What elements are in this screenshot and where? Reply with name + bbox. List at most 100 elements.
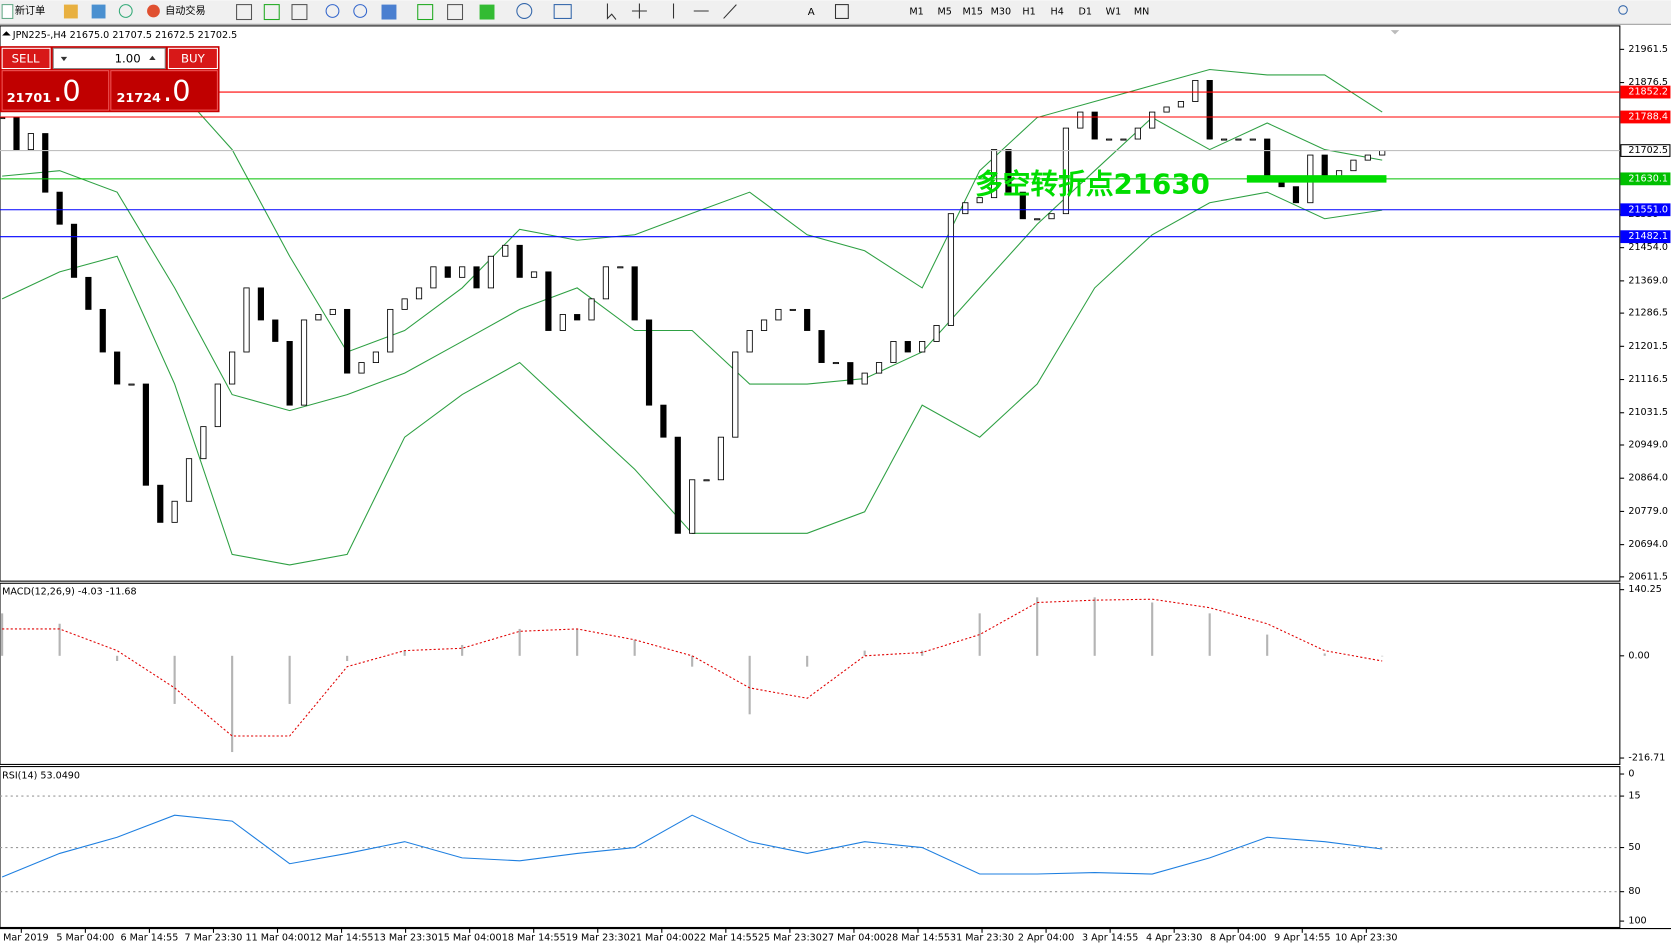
lots-field[interactable] <box>52 47 166 70</box>
icon[interactable] <box>263 4 280 21</box>
candle <box>344 308 351 374</box>
x-tick-label: 12 Mar 14:55 <box>310 933 374 944</box>
icon[interactable] <box>479 4 495 20</box>
timeframe-button[interactable]: M5 <box>937 7 951 18</box>
candle <box>660 404 667 438</box>
candle <box>99 308 106 353</box>
candle <box>1120 138 1127 141</box>
toolbar-buttons[interactable]: 新订单 自动交易 A <box>1 2 1628 21</box>
icon[interactable] <box>417 4 434 21</box>
ask-main[interactable]: 21724 <box>116 91 161 106</box>
candle <box>1177 101 1185 108</box>
candle <box>530 271 538 278</box>
timeframe-button[interactable]: M15 <box>963 7 983 18</box>
zoom-in[interactable] <box>325 4 340 18</box>
icon[interactable] <box>236 4 253 21</box>
ask-box[interactable] <box>110 70 218 111</box>
bid-main[interactable]: 21701 <box>7 91 51 106</box>
new-order[interactable]: 新订单 <box>15 4 45 17</box>
zoom-out[interactable] <box>353 4 368 18</box>
x-tick-label: 5 Mar 04:00 <box>56 933 114 944</box>
chart-header: JPN225-,H4 21675.0 21707.5 21672.5 21702… <box>12 30 237 41</box>
buy-button[interactable] <box>167 47 218 70</box>
icon[interactable] <box>63 4 78 19</box>
icon[interactable] <box>291 4 308 21</box>
candle <box>1350 159 1357 172</box>
icon[interactable] <box>91 4 106 19</box>
timeframes[interactable]: M1 M5 M15 M30 H1 H4 D1 W1 MN <box>909 7 1149 18</box>
bid-frac[interactable]: .0 <box>53 74 80 108</box>
candle <box>890 341 897 363</box>
cursor-icon[interactable] <box>606 3 617 20</box>
y-tick-label: 21031.5 <box>1628 407 1668 418</box>
candle <box>142 383 149 486</box>
candle <box>574 314 581 321</box>
timeframe-button[interactable]: H4 <box>1051 7 1064 18</box>
candle <box>933 324 940 342</box>
x-tick-label: 1 Mar 2019 <box>0 933 49 944</box>
level-label-box <box>1620 144 1671 157</box>
shift-marker <box>1390 30 1400 35</box>
candle <box>358 362 365 374</box>
macd-bar <box>576 628 579 656</box>
level-label: 21788.4 <box>1628 111 1668 122</box>
candle <box>401 298 408 310</box>
macd-bar <box>1208 613 1211 656</box>
main-panel <box>0 25 1621 582</box>
candle <box>1077 111 1084 129</box>
candle <box>1134 127 1141 140</box>
bid-box[interactable] <box>1 70 110 111</box>
candle <box>1321 154 1328 177</box>
draw-icons[interactable] <box>672 3 737 19</box>
candle <box>444 266 451 278</box>
candle <box>300 319 308 406</box>
y-tick-label: 21961.5 <box>1628 44 1668 55</box>
candle <box>85 276 92 310</box>
y-tick-label: 21876.5 <box>1628 77 1668 88</box>
candle <box>272 319 279 342</box>
candle <box>919 341 926 353</box>
macd-title: MACD(12,26,9) -4.03 -11.68 <box>2 586 137 597</box>
search-icon[interactable] <box>1618 5 1628 15</box>
icon[interactable] <box>447 4 464 21</box>
timeframe-button[interactable]: D1 <box>1079 7 1092 18</box>
y-tick-label: 80 <box>1628 886 1640 897</box>
candle <box>128 383 135 386</box>
text-tool[interactable]: A <box>808 7 815 18</box>
candle <box>1292 186 1300 204</box>
macd-bar <box>863 650 866 656</box>
auto-trade[interactable]: 自动交易 <box>165 4 205 17</box>
new-order-icon[interactable] <box>1 4 14 19</box>
candle <box>185 458 193 502</box>
candle <box>229 351 236 385</box>
auto-trade-icon[interactable] <box>147 4 160 18</box>
timeframe-button[interactable]: MN <box>1134 7 1149 18</box>
level-label-box <box>1620 230 1671 244</box>
icon[interactable] <box>834 4 849 19</box>
x-tick-label: 25 Mar 23:30 <box>758 933 822 944</box>
ask-frac[interactable]: .0 <box>163 74 190 108</box>
candle <box>387 308 394 353</box>
icon[interactable] <box>553 4 572 19</box>
rsi-title: RSI(14) 53.0490 <box>2 771 80 782</box>
timeframe-button[interactable]: H1 <box>1022 7 1035 18</box>
rsi-line <box>1 814 1383 878</box>
x-tick-label: 6 Mar 14:55 <box>120 933 178 944</box>
sell-button[interactable] <box>1 47 51 70</box>
timeframe-button[interactable]: M30 <box>991 7 1011 18</box>
icon[interactable] <box>381 4 397 20</box>
macd-bar <box>1323 653 1326 656</box>
level-label: 21852.2 <box>1628 87 1668 98</box>
crosshair-icon[interactable] <box>631 3 647 19</box>
icon[interactable] <box>118 4 133 18</box>
macd-bar <box>748 655 751 715</box>
buy-label[interactable]: BUY <box>181 51 206 65</box>
timeframe-button[interactable]: M1 <box>909 7 923 18</box>
icon[interactable] <box>516 2 533 19</box>
lots-value[interactable]: 1.00 <box>115 51 141 65</box>
candle <box>717 436 725 481</box>
timeframe-button[interactable]: W1 <box>1106 7 1122 18</box>
x-axis: 1 Mar 2019 5 Mar 04:00 6 Mar 14:55 7 Mar 23… <box>0 928 1398 944</box>
sell-label[interactable]: SELL <box>12 51 40 65</box>
